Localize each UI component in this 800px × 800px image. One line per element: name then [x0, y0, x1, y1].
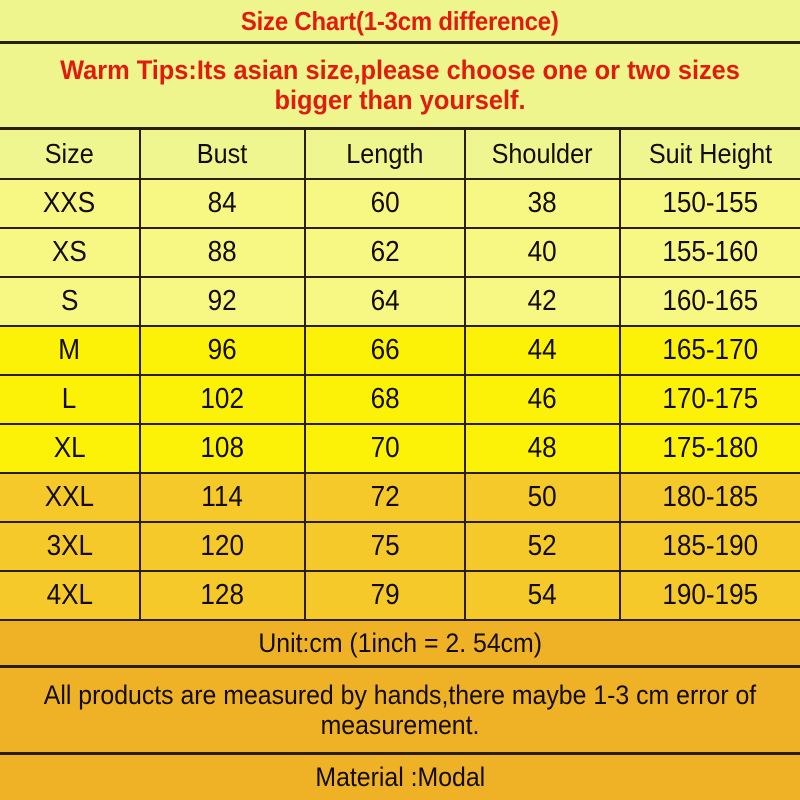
cell-length: 68 [305, 375, 466, 426]
page-title: Size Chart(1-3cm difference) [241, 5, 559, 36]
column-header-suit-height: Suit Height [620, 130, 800, 181]
cell-suit-height: 185-190 [620, 522, 800, 573]
table-row: 4XL 128 79 54 190-195 [0, 571, 800, 622]
warm-tips-row: Warm Tips:Its asian size,please choose o… [0, 44, 800, 131]
cell-size: 3XL [0, 522, 141, 573]
measurement-note: All products are measured by hands,there… [0, 668, 800, 756]
cell-length: 60 [305, 179, 466, 230]
table-row: 3XL 120 75 52 185-190 [0, 522, 800, 573]
cell-bust: 92 [140, 277, 306, 328]
table-row: XXL 114 72 50 180-185 [0, 473, 800, 524]
cell-length: 79 [305, 571, 466, 622]
column-header-length: Length [305, 130, 466, 181]
table-row: XS 88 62 40 155-160 [0, 228, 800, 279]
warm-tips-text: Warm Tips:Its asian size,please choose o… [60, 55, 740, 115]
cell-bust: 102 [140, 375, 306, 426]
cell-bust: 96 [140, 326, 306, 377]
column-header-shoulder: Shoulder [465, 130, 621, 181]
unit-note: Unit:cm (1inch = 2. 54cm) [0, 621, 800, 669]
column-header-size: Size [0, 130, 141, 181]
cell-suit-height: 165-170 [620, 326, 800, 377]
table-row: M 96 66 44 165-170 [0, 326, 800, 377]
cell-size: 4XL [0, 571, 141, 622]
measurement-note-text: All products are measured by hands,there… [43, 679, 757, 741]
cell-length: 62 [305, 228, 466, 279]
cell-shoulder: 44 [465, 326, 621, 377]
cell-suit-height: 160-165 [620, 277, 800, 328]
cell-suit-height: 155-160 [620, 228, 800, 279]
table-header-row: Size Bust Length Shoulder Suit Height [0, 130, 800, 181]
cell-shoulder: 50 [465, 473, 621, 524]
cell-shoulder: 52 [465, 522, 621, 573]
cell-shoulder: 40 [465, 228, 621, 279]
cell-shoulder: 46 [465, 375, 621, 426]
material-note: Material :Modal [0, 755, 800, 800]
cell-length: 70 [305, 424, 466, 475]
measurements-table: Size Bust Length Shoulder Suit Height XX… [0, 130, 800, 622]
cell-size: L [0, 375, 141, 426]
cell-bust: 108 [140, 424, 306, 475]
chart-title-row: Size Chart(1-3cm difference) [0, 0, 800, 45]
cell-size: M [0, 326, 141, 377]
cell-length: 64 [305, 277, 466, 328]
cell-shoulder: 54 [465, 571, 621, 622]
cell-bust: 128 [140, 571, 306, 622]
cell-suit-height: 180-185 [620, 473, 800, 524]
column-header-bust: Bust [140, 130, 306, 181]
cell-bust: 120 [140, 522, 306, 573]
table-row: XL 108 70 48 175-180 [0, 424, 800, 475]
material-note-text: Material :Modal [315, 762, 485, 793]
table-row: S 92 64 42 160-165 [0, 277, 800, 328]
cell-suit-height: 175-180 [620, 424, 800, 475]
cell-length: 75 [305, 522, 466, 573]
cell-suit-height: 190-195 [620, 571, 800, 622]
cell-size: XXL [0, 473, 141, 524]
cell-shoulder: 38 [465, 179, 621, 230]
cell-suit-height: 170-175 [620, 375, 800, 426]
cell-size: S [0, 277, 141, 328]
cell-length: 72 [305, 473, 466, 524]
cell-suit-height: 150-155 [620, 179, 800, 230]
cell-size: XS [0, 228, 141, 279]
cell-bust: 114 [140, 473, 306, 524]
cell-bust: 88 [140, 228, 306, 279]
cell-size: XXS [0, 179, 141, 230]
cell-shoulder: 48 [465, 424, 621, 475]
table-row: XXS 84 60 38 150-155 [0, 179, 800, 230]
table-row: L 102 68 46 170-175 [0, 375, 800, 426]
cell-length: 66 [305, 326, 466, 377]
cell-shoulder: 42 [465, 277, 621, 328]
cell-bust: 84 [140, 179, 306, 230]
cell-size: XL [0, 424, 141, 475]
unit-note-text: Unit:cm (1inch = 2. 54cm) [258, 627, 542, 658]
